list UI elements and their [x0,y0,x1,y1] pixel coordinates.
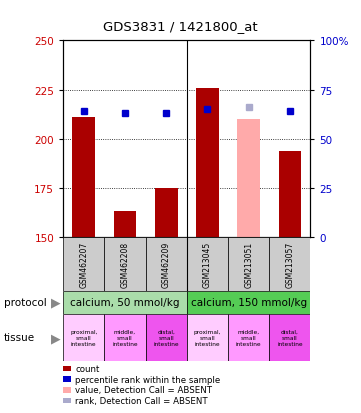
Bar [228,314,269,361]
Text: count: count [75,364,100,373]
Text: ▶: ▶ [51,331,61,344]
Text: tissue: tissue [4,332,35,343]
Bar [187,237,228,291]
Bar [155,188,178,237]
Text: proximal,
small
intestine: proximal, small intestine [193,329,221,346]
Text: GSM213057: GSM213057 [285,241,294,287]
Text: value, Detection Call = ABSENT: value, Detection Call = ABSENT [75,385,213,394]
Bar [73,118,95,237]
Bar [237,120,260,237]
Bar [104,237,145,291]
Bar [187,314,228,361]
Text: middle,
small
intestine: middle, small intestine [236,329,261,346]
Text: GDS3831 / 1421800_at: GDS3831 / 1421800_at [103,20,258,33]
Text: GSM462209: GSM462209 [162,241,171,287]
Text: distal,
small
intestine: distal, small intestine [277,329,303,346]
Text: percentile rank within the sample: percentile rank within the sample [75,375,221,384]
Text: GSM213045: GSM213045 [203,241,212,287]
Text: calcium, 150 mmol/kg: calcium, 150 mmol/kg [191,297,307,308]
Text: GSM213051: GSM213051 [244,241,253,287]
Text: middle,
small
intestine: middle, small intestine [112,329,138,346]
Bar [104,314,145,361]
Text: calcium, 50 mmol/kg: calcium, 50 mmol/kg [70,297,180,308]
Bar [269,314,310,361]
Text: proximal,
small
intestine: proximal, small intestine [70,329,97,346]
Bar [114,212,136,237]
Bar [196,88,219,237]
Text: rank, Detection Call = ABSENT: rank, Detection Call = ABSENT [75,396,208,405]
Bar [228,237,269,291]
Bar [63,291,187,314]
Bar [269,237,310,291]
Text: GSM462207: GSM462207 [79,241,88,287]
Text: ▶: ▶ [51,296,61,309]
Text: distal,
small
intestine: distal, small intestine [153,329,179,346]
Text: protocol: protocol [4,297,46,308]
Bar [145,314,187,361]
Bar [63,314,104,361]
Bar [279,151,301,237]
Text: GSM462208: GSM462208 [121,241,130,287]
Bar [187,291,310,314]
Bar [63,237,104,291]
Bar [145,237,187,291]
